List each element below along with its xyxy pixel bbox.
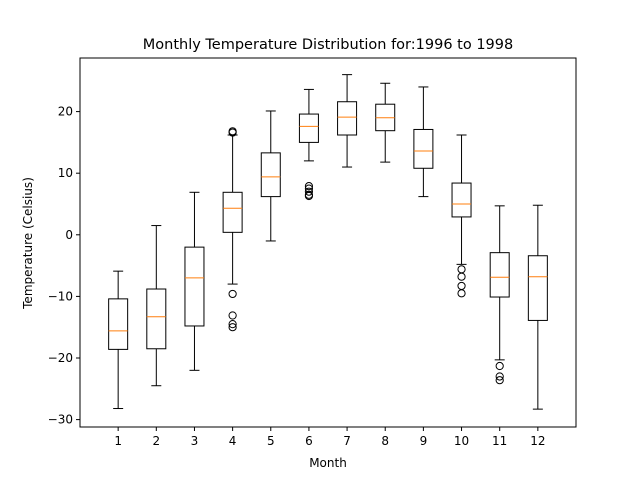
box-iqr xyxy=(222,191,243,233)
x-tick-label: 10 xyxy=(454,434,469,448)
x-axis: 1 2 3 4 5 6 7 8 9 10 11 12 xyxy=(114,427,545,448)
box-month-12 xyxy=(527,204,548,410)
box-iqr xyxy=(108,298,129,350)
x-tick-label: 9 xyxy=(420,434,428,448)
x-tick-label: 6 xyxy=(305,434,313,448)
x-tick-label: 3 xyxy=(191,434,199,448)
box-month-2 xyxy=(146,225,167,387)
box-month-4 xyxy=(222,127,243,332)
box-month-7 xyxy=(337,74,358,168)
y-tick-label: 0 xyxy=(65,228,73,242)
box-iqr xyxy=(298,113,319,143)
y-tick-label: 10 xyxy=(58,166,73,180)
outlier-point xyxy=(457,265,466,274)
outlier-point xyxy=(457,289,466,298)
box-month-8 xyxy=(375,82,396,163)
x-tick-label: 11 xyxy=(492,434,507,448)
y-axis: −30 −20 −10 0 10 20 xyxy=(48,105,80,427)
y-tick-label: −20 xyxy=(48,351,73,365)
box-iqr xyxy=(260,152,281,198)
box-iqr xyxy=(413,128,434,169)
box-iqr xyxy=(146,288,167,350)
outlier-point xyxy=(228,311,237,320)
box-month-1 xyxy=(108,270,129,410)
box-month-6 xyxy=(298,88,319,201)
box-iqr xyxy=(337,101,358,136)
y-axis-label: Temperature (Celsius) xyxy=(21,177,35,310)
x-axis-label: Month xyxy=(309,456,347,470)
outlier-point xyxy=(495,376,504,385)
box-iqr xyxy=(451,182,472,218)
chart-title: Monthly Temperature Distribution for:199… xyxy=(143,37,513,53)
outlier-point xyxy=(228,128,237,137)
x-tick-label: 12 xyxy=(530,434,545,448)
x-tick-label: 4 xyxy=(229,434,237,448)
outlier-point xyxy=(304,182,314,191)
box-month-5 xyxy=(260,110,281,242)
outlier-point xyxy=(495,361,504,371)
outlier-point xyxy=(228,320,237,329)
outlier-point xyxy=(304,191,314,201)
box-iqr xyxy=(184,246,205,327)
plot-area xyxy=(108,74,548,410)
outlier-point xyxy=(495,372,504,381)
x-tick-label: 1 xyxy=(114,434,122,448)
y-tick-label: −10 xyxy=(48,289,73,303)
box-month-9 xyxy=(413,86,434,198)
y-tick-label: 20 xyxy=(58,105,73,119)
box-month-3 xyxy=(184,191,205,371)
outlier-point xyxy=(457,281,466,291)
x-tick-label: 7 xyxy=(343,434,351,448)
outlier-point xyxy=(228,289,237,299)
box-iqr xyxy=(489,252,510,298)
y-tick-label: −30 xyxy=(48,413,73,427)
x-tick-label: 5 xyxy=(267,434,275,448)
box-iqr xyxy=(527,255,548,321)
axes-frame xyxy=(79,57,577,428)
box-month-11 xyxy=(489,205,510,385)
x-tick-label: 8 xyxy=(381,434,389,448)
box-month-10 xyxy=(451,134,472,298)
outlier-point xyxy=(304,187,314,196)
outlier-point xyxy=(457,272,466,281)
x-tick-label: 2 xyxy=(152,434,160,448)
outlier-point xyxy=(228,323,237,332)
